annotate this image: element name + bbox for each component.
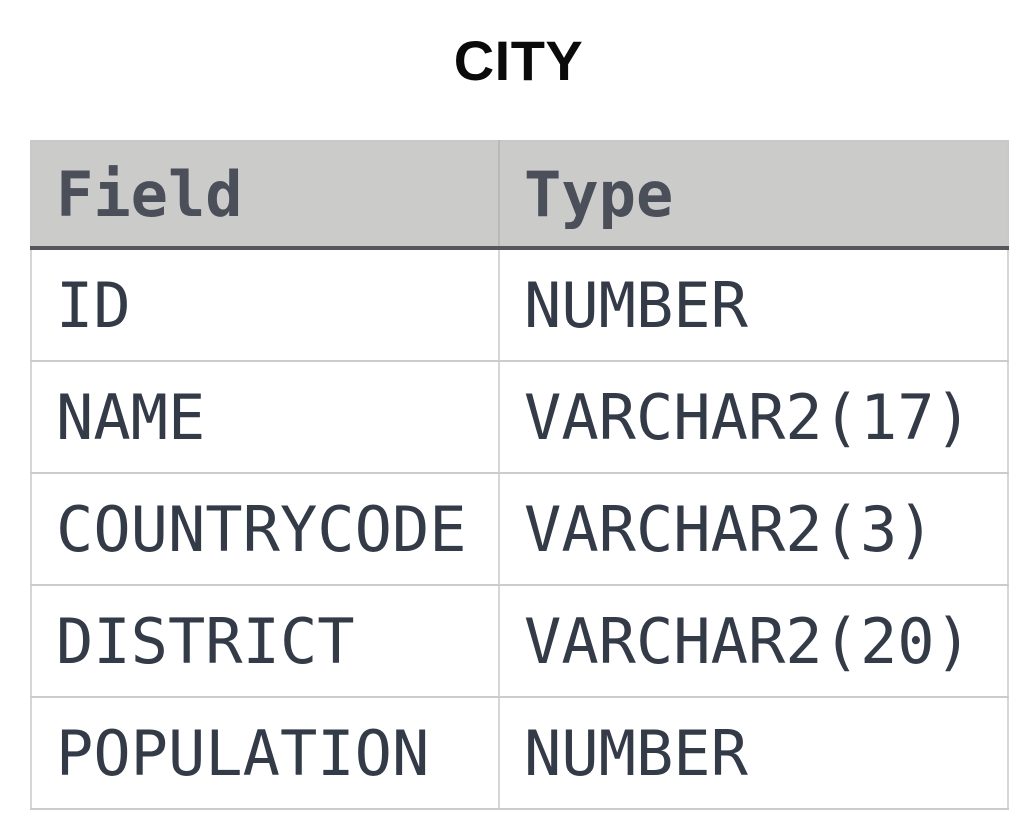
column-header-type: Type (499, 140, 1009, 250)
type-cell: NUMBER (499, 248, 1009, 362)
column-header-field: Field (30, 140, 500, 250)
field-cell: DISTRICT (30, 585, 500, 698)
schema-table: Field Type ID NUMBER NAME VARCHAR2(17) C… (30, 140, 1009, 810)
table-title: CITY (453, 29, 584, 92)
field-cell: ID (30, 248, 500, 362)
table-row: POPULATION NUMBER (30, 697, 1009, 810)
type-cell: VARCHAR2(20) (499, 585, 1009, 698)
table-row: ID NUMBER (30, 248, 1009, 362)
field-cell: COUNTRYCODE (30, 473, 500, 586)
table-row: DISTRICT VARCHAR2(20) (30, 585, 1009, 698)
table-body: ID NUMBER NAME VARCHAR2(17) COUNTRYCODE … (30, 248, 1009, 810)
field-cell: POPULATION (30, 697, 500, 810)
header-row: Field Type (30, 140, 1009, 250)
type-cell: VARCHAR2(3) (499, 473, 1009, 586)
field-cell: NAME (30, 361, 500, 474)
type-cell: VARCHAR2(17) (499, 361, 1009, 474)
table-row: COUNTRYCODE VARCHAR2(3) (30, 473, 1009, 586)
type-cell: NUMBER (499, 697, 1009, 810)
table-header: Field Type (30, 140, 1009, 250)
table-row: NAME VARCHAR2(17) (30, 361, 1009, 474)
